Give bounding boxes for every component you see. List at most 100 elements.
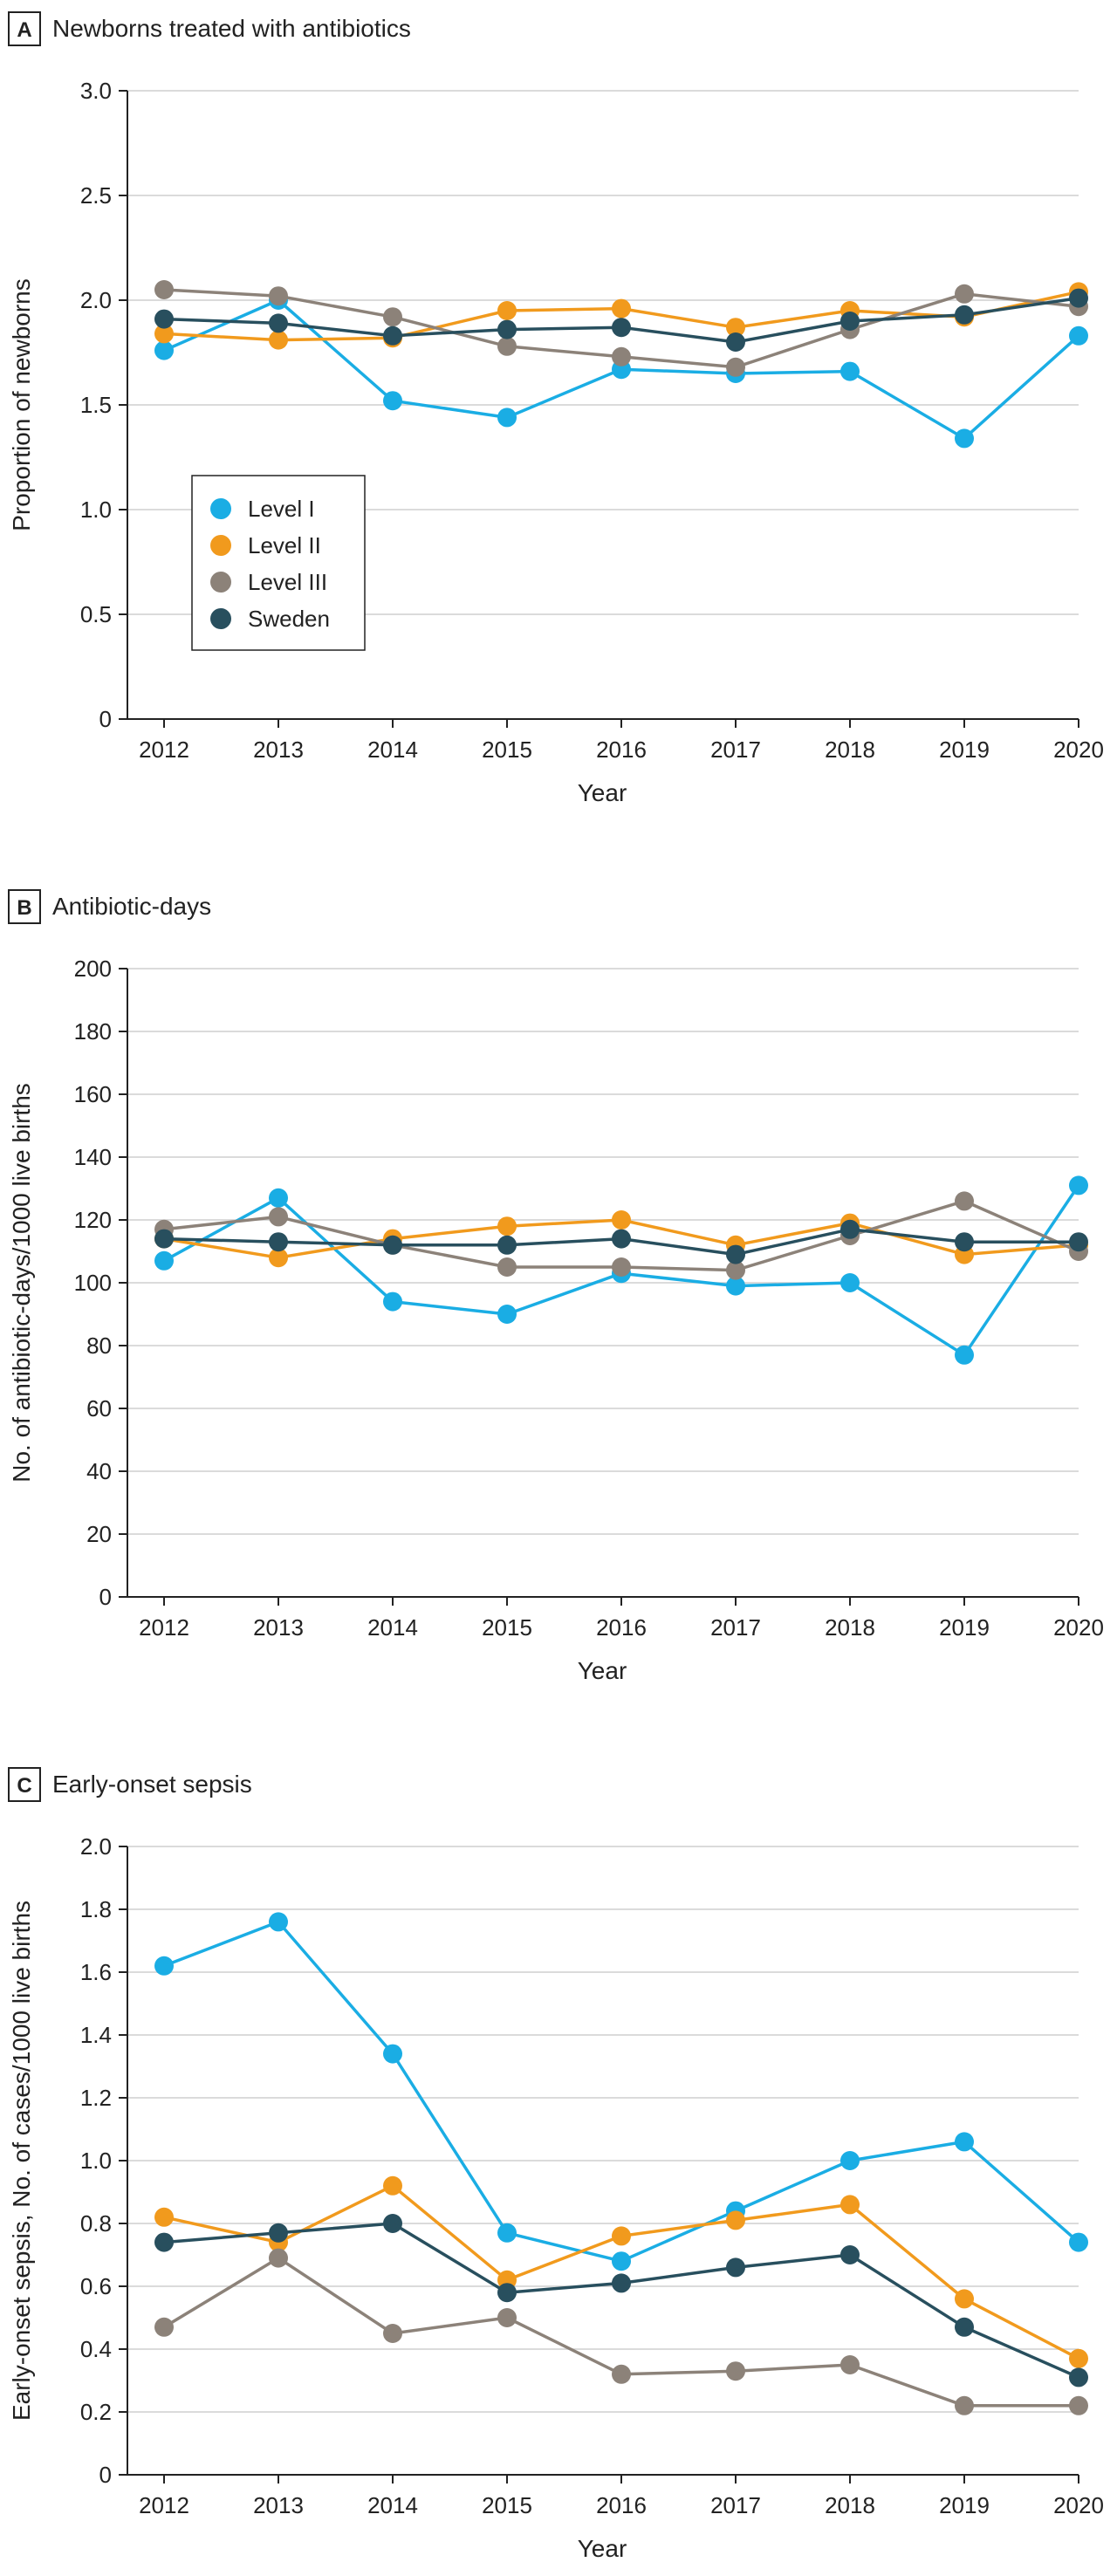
data-point	[840, 2151, 860, 2170]
x-tick-label: 2015	[482, 736, 532, 763]
x-axis-label: Year	[578, 1657, 627, 1684]
data-point	[383, 1291, 402, 1312]
data-point	[612, 2364, 631, 2384]
y-tick-label: 2.0	[80, 1833, 112, 1860]
data-point	[154, 340, 174, 360]
data-point	[840, 2355, 860, 2374]
x-tick-label: 2013	[253, 736, 304, 763]
y-axis-label: No. of antibiotic-days/1000 live births	[8, 1083, 35, 1483]
panel-letter-box	[8, 1767, 41, 1802]
x-tick-label: 2017	[710, 736, 761, 763]
data-point	[154, 1250, 174, 1271]
data-point	[269, 1912, 288, 1932]
data-point	[497, 1305, 517, 1324]
data-point	[726, 2257, 745, 2278]
data-point	[497, 2308, 517, 2327]
data-point	[840, 312, 860, 331]
data-point	[955, 284, 974, 304]
data-point	[1069, 2232, 1088, 2252]
data-point	[612, 1229, 631, 1249]
data-point	[497, 1257, 517, 1277]
data-point	[612, 2273, 631, 2293]
y-tick-label: 140	[74, 1144, 112, 1170]
panel-title: Antibiotic-days	[52, 893, 211, 920]
data-point	[726, 1260, 745, 1280]
data-point	[154, 2317, 174, 2337]
y-tick-label: 1.4	[80, 2022, 112, 2048]
data-point	[269, 1232, 288, 1252]
data-point	[612, 2251, 631, 2271]
data-point	[383, 2044, 402, 2064]
y-tick-label: 2.5	[80, 182, 112, 209]
data-point	[955, 428, 974, 449]
data-point	[154, 324, 174, 344]
data-point	[955, 2289, 974, 2309]
series-sweden	[154, 2214, 1088, 2388]
data-point	[497, 319, 517, 339]
data-point	[497, 408, 517, 428]
chart-panel-a: A Newborns treated with antibiotics 0 0.5 1.…	[8, 11, 1104, 806]
data-point	[1069, 1232, 1088, 1252]
x-tick-label: 2014	[367, 1614, 418, 1641]
series-level-i	[154, 1912, 1088, 2271]
data-point	[269, 286, 288, 306]
data-point	[1069, 2367, 1088, 2388]
y-tick-label: 0	[99, 2462, 112, 2488]
data-point	[955, 1232, 974, 1252]
panel-letter: A	[17, 18, 31, 42]
data-point	[383, 1235, 402, 1255]
series-sweden	[154, 288, 1088, 352]
data-point	[612, 1210, 631, 1230]
data-point	[955, 1191, 974, 1211]
chart-panel-b: B Antibiotic-days 0 20 40 60 80 100 120 140 160 180…	[8, 889, 1104, 1684]
y-tick-label: 180	[74, 1018, 112, 1045]
legend: Level I Level II Level III Sweden	[191, 475, 366, 651]
data-point	[269, 313, 288, 333]
data-point	[726, 2361, 745, 2381]
y-tick-label: 0	[99, 1584, 112, 1610]
y-tick-label: 0.4	[80, 2336, 112, 2362]
data-point	[1069, 2395, 1088, 2415]
x-tick-label: 2020	[1053, 2492, 1104, 2518]
panel-title: Newborns treated with antibiotics	[52, 15, 411, 42]
data-point	[497, 301, 517, 320]
y-tick-label: 20	[86, 1521, 112, 1547]
legend-label: Level II	[248, 532, 321, 558]
data-point	[612, 2226, 631, 2246]
data-point	[497, 2283, 517, 2303]
x-tick-label: 2016	[596, 1614, 647, 1641]
data-point	[1069, 325, 1088, 346]
data-point	[840, 2245, 860, 2264]
data-point	[840, 2195, 860, 2215]
data-point	[383, 2175, 402, 2196]
data-point	[383, 2324, 402, 2343]
x-tick-label: 2014	[367, 2492, 418, 2518]
x-tick-label: 2017	[710, 1614, 761, 1641]
y-tick-label: 0.2	[80, 2399, 112, 2425]
legend-label: Sweden	[248, 606, 330, 632]
y-tick-label: 1.2	[80, 2085, 112, 2111]
y-tick-label: 0.5	[80, 601, 112, 627]
data-point	[269, 1248, 288, 1268]
x-tick-label: 2016	[596, 2492, 647, 2518]
series-line	[163, 2222, 1079, 2380]
x-tick-label: 2015	[482, 1614, 532, 1641]
series-level-iii	[154, 2248, 1088, 2415]
data-point	[383, 2214, 402, 2233]
data-point	[955, 1345, 974, 1365]
y-axis-label: Proportion of newborns	[8, 278, 35, 531]
data-point	[726, 357, 745, 377]
y-tick-label: 1.8	[80, 1896, 112, 1922]
x-axis-label: Year	[578, 2535, 627, 2562]
y-tick-label: 120	[74, 1207, 112, 1233]
data-point	[1069, 2348, 1088, 2368]
data-point	[726, 1276, 745, 1296]
data-point	[1069, 1175, 1088, 1196]
y-tick-label: 200	[74, 956, 112, 982]
y-tick-label: 80	[86, 1333, 112, 1359]
y-tick-label: 100	[74, 1270, 112, 1296]
data-point	[840, 1273, 860, 1292]
y-tick-label: 160	[74, 1081, 112, 1107]
data-point	[154, 1229, 174, 1249]
data-point	[154, 280, 174, 299]
